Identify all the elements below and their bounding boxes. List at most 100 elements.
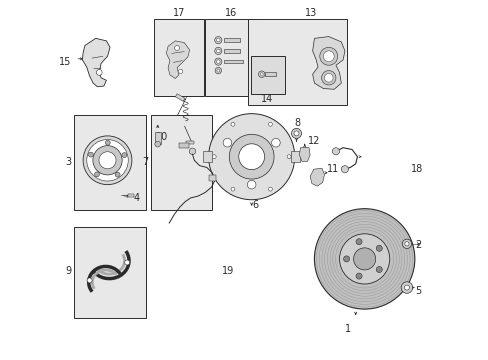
Circle shape (178, 69, 183, 73)
Circle shape (93, 146, 122, 175)
Circle shape (214, 37, 222, 44)
Circle shape (324, 73, 332, 82)
Circle shape (86, 140, 128, 181)
Polygon shape (309, 168, 324, 186)
Text: 12: 12 (307, 136, 320, 145)
Polygon shape (166, 41, 189, 78)
Text: 16: 16 (224, 8, 237, 18)
Text: 19: 19 (222, 266, 234, 276)
Circle shape (115, 172, 120, 177)
Text: 14: 14 (260, 94, 272, 104)
Circle shape (208, 114, 294, 200)
Circle shape (88, 152, 93, 157)
Circle shape (174, 45, 179, 50)
Circle shape (319, 47, 337, 65)
Circle shape (124, 260, 129, 265)
Circle shape (230, 122, 234, 126)
Circle shape (404, 285, 408, 290)
Circle shape (258, 71, 264, 77)
Circle shape (230, 187, 234, 191)
Circle shape (375, 245, 382, 251)
Bar (175, 94, 184, 101)
Circle shape (404, 242, 408, 246)
Bar (154, 19, 203, 96)
Circle shape (400, 282, 412, 293)
Bar (223, 39, 239, 42)
Circle shape (286, 155, 290, 159)
Bar (203, 151, 212, 162)
Bar (151, 116, 212, 211)
Circle shape (355, 273, 361, 279)
Circle shape (105, 140, 110, 145)
Circle shape (189, 148, 195, 154)
Text: 1: 1 (345, 324, 351, 334)
Circle shape (215, 67, 221, 74)
Text: 4: 4 (133, 193, 139, 203)
Circle shape (323, 51, 333, 62)
Circle shape (339, 234, 389, 284)
Bar (208, 175, 215, 181)
Circle shape (247, 180, 255, 189)
Circle shape (122, 153, 126, 158)
Circle shape (293, 131, 298, 136)
Circle shape (216, 49, 220, 53)
Circle shape (155, 141, 160, 147)
Text: 10: 10 (156, 132, 168, 142)
Bar (265, 72, 276, 76)
Circle shape (229, 134, 273, 179)
Circle shape (332, 148, 339, 155)
Text: 9: 9 (65, 266, 72, 276)
Bar (291, 151, 299, 162)
Circle shape (238, 144, 264, 170)
Circle shape (260, 73, 263, 76)
Bar (204, 19, 257, 96)
Circle shape (321, 71, 335, 85)
Circle shape (96, 69, 102, 75)
Circle shape (314, 209, 414, 309)
Circle shape (291, 129, 301, 138)
Circle shape (216, 60, 220, 63)
Circle shape (217, 69, 219, 72)
Circle shape (355, 239, 361, 245)
Circle shape (83, 136, 132, 185)
Circle shape (87, 278, 92, 283)
Text: 5: 5 (414, 286, 420, 296)
Bar (128, 194, 134, 197)
Polygon shape (299, 148, 309, 161)
Circle shape (212, 155, 216, 159)
Circle shape (223, 138, 231, 147)
Text: 6: 6 (252, 200, 258, 210)
Circle shape (214, 47, 222, 54)
Text: 2: 2 (414, 239, 420, 249)
Text: 15: 15 (59, 57, 72, 67)
Circle shape (268, 187, 272, 191)
Text: 17: 17 (172, 8, 184, 18)
Bar (223, 60, 243, 63)
Circle shape (214, 58, 222, 65)
Bar (155, 132, 160, 144)
Text: 8: 8 (294, 118, 300, 128)
Polygon shape (312, 37, 344, 89)
Bar (247, 19, 346, 105)
Text: 11: 11 (326, 164, 339, 174)
Circle shape (353, 248, 375, 270)
Text: 18: 18 (410, 164, 423, 174)
Circle shape (343, 256, 349, 262)
Circle shape (375, 266, 382, 273)
Circle shape (268, 122, 272, 126)
Circle shape (94, 172, 99, 177)
Circle shape (341, 166, 348, 173)
Circle shape (216, 39, 220, 42)
Bar (223, 49, 239, 53)
Bar (250, 56, 285, 94)
Bar (179, 143, 189, 148)
Circle shape (402, 239, 411, 248)
Bar (186, 141, 194, 144)
Circle shape (99, 152, 116, 169)
Text: 7: 7 (142, 157, 148, 167)
Polygon shape (82, 39, 110, 87)
Bar (74, 116, 145, 211)
Text: 3: 3 (65, 157, 72, 167)
Text: 13: 13 (304, 8, 316, 18)
Bar (74, 226, 145, 318)
